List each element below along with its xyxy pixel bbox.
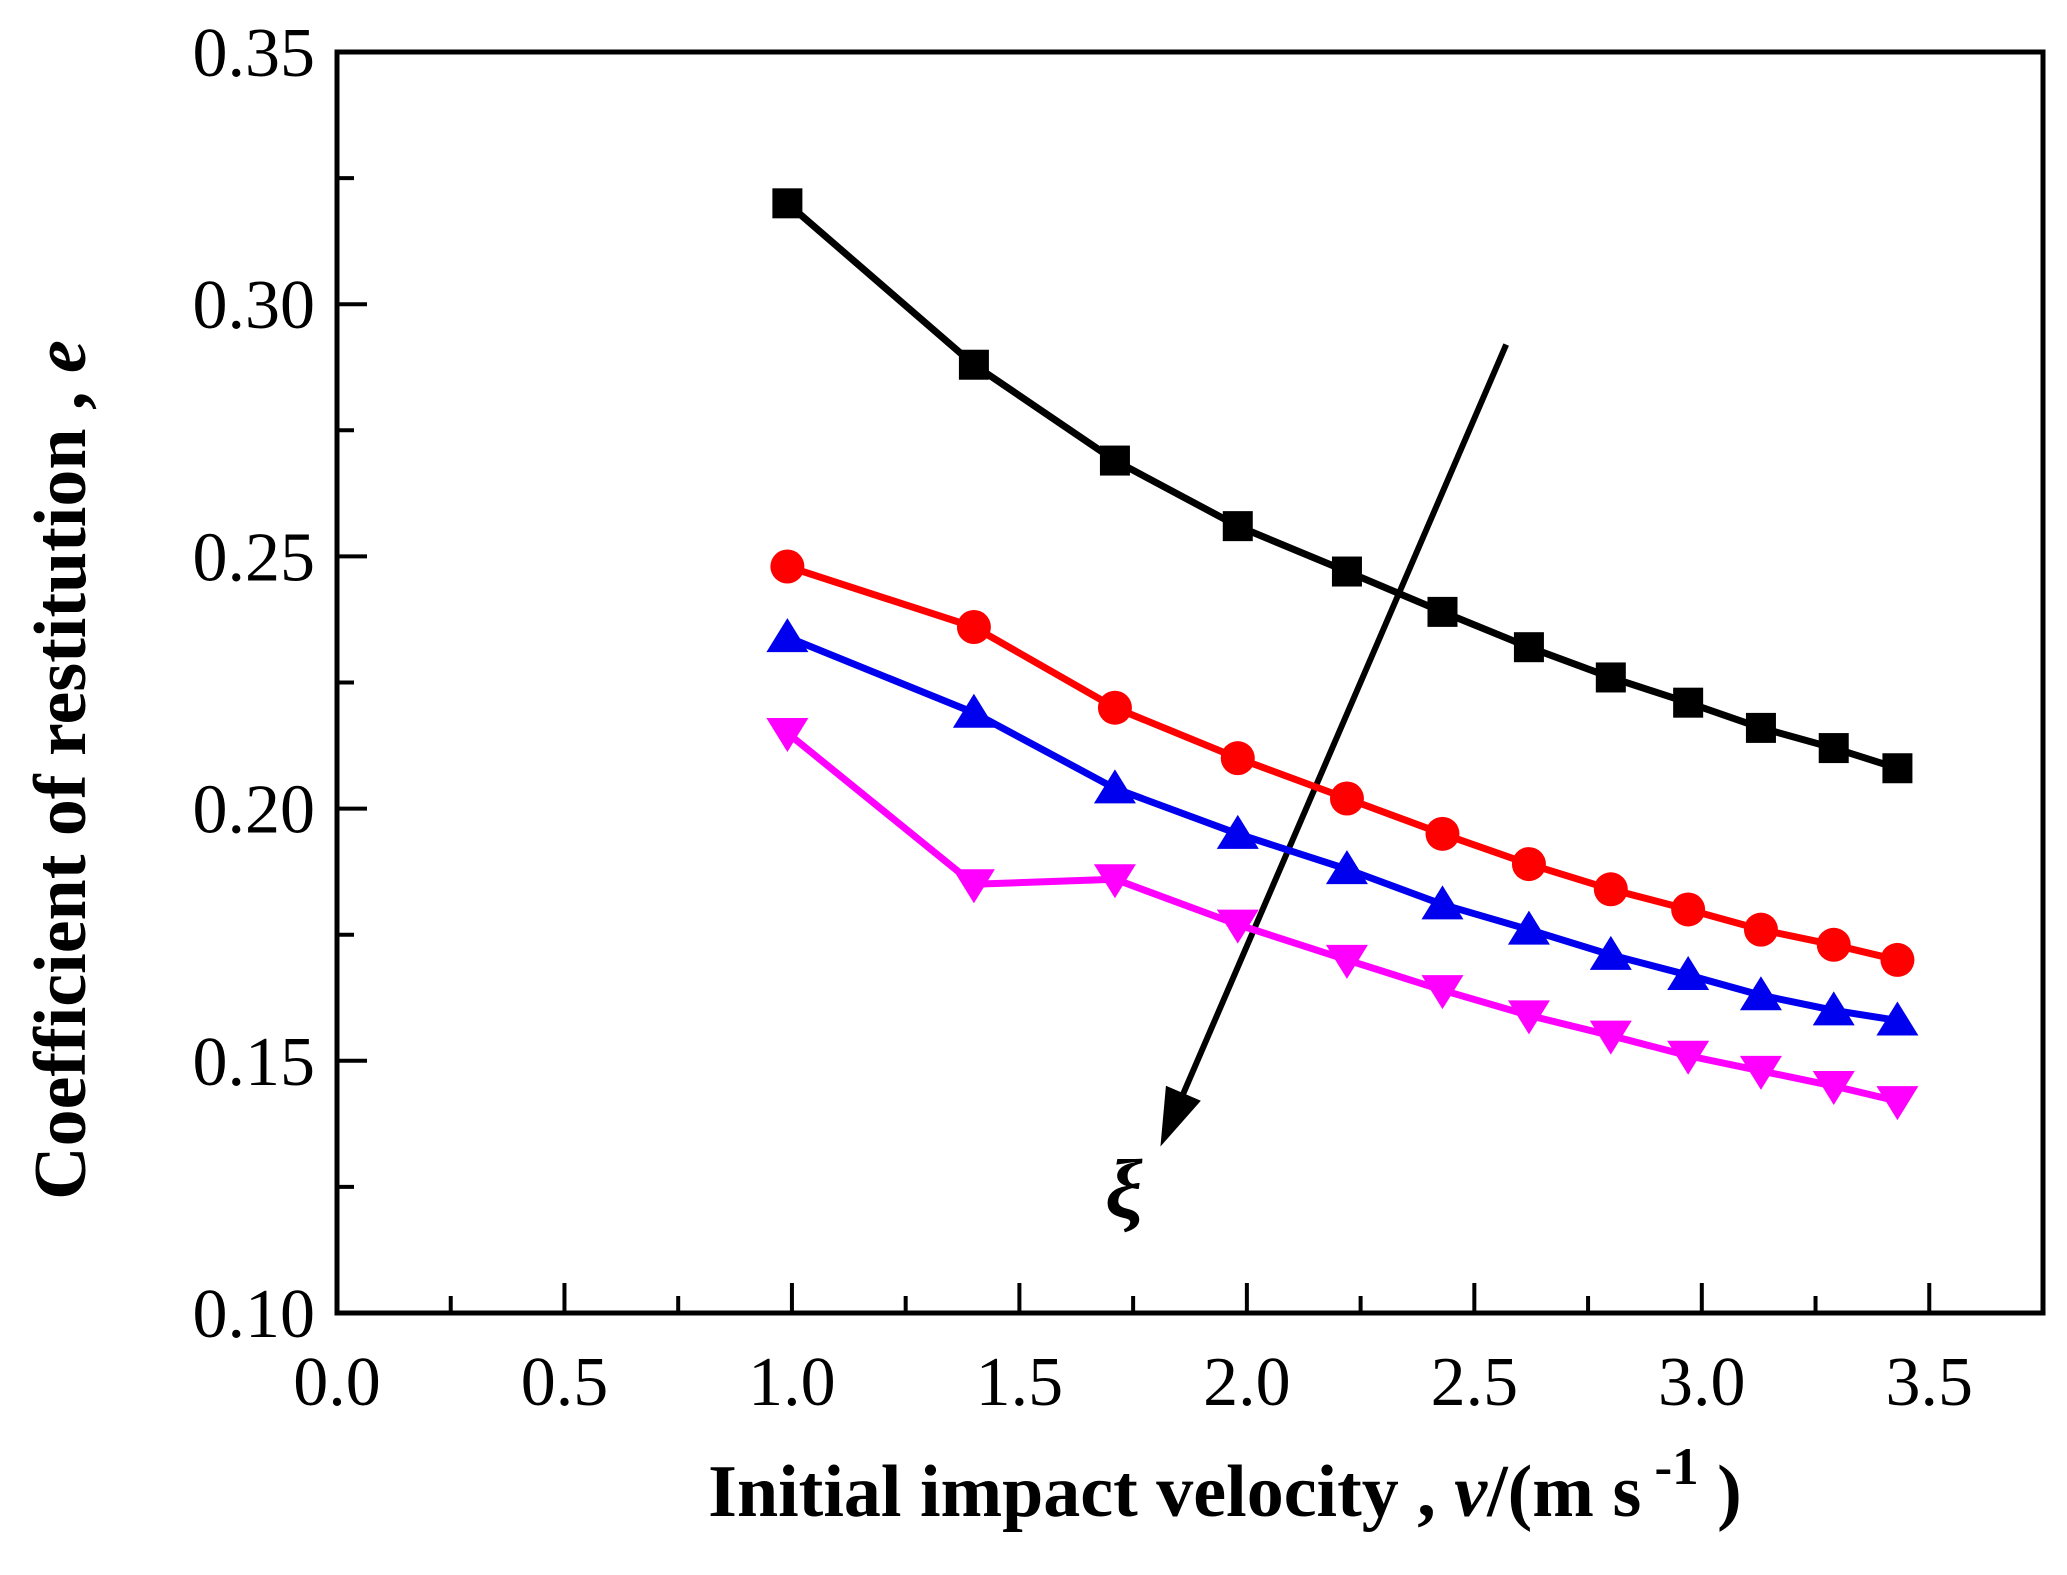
data-point-blue-triangles-up — [952, 693, 995, 728]
data-point-black-squares — [1099, 445, 1130, 476]
x-tick-label: 0.5 — [521, 1344, 609, 1421]
x-axis-title-part: /(m s — [1486, 1451, 1641, 1533]
x-axis-title-part: Initial impact velocity , — [708, 1451, 1454, 1533]
x-tick-label: 2.5 — [1431, 1344, 1519, 1421]
data-point-magenta-triangles-down — [1421, 975, 1464, 1010]
x-tick-label: 3.0 — [1658, 1344, 1746, 1421]
plot-frame — [334, 49, 2046, 1316]
data-point-black-squares — [1595, 662, 1626, 693]
data-point-black-squares — [1513, 632, 1544, 663]
y-tick-label: 0.35 — [193, 15, 316, 92]
data-point-magenta-triangles-down — [1812, 1071, 1855, 1106]
x-axis-title-part: v — [1454, 1451, 1488, 1533]
data-point-black-squares — [958, 349, 989, 380]
data-point-red-circles — [956, 610, 991, 645]
data-point-black-squares — [1818, 733, 1849, 764]
data-point-magenta-triangles-down — [1589, 1020, 1632, 1055]
data-point-magenta-triangles-down — [1739, 1055, 1782, 1090]
data-point-black-squares — [1882, 753, 1913, 784]
data-point-blue-triangles-up — [1739, 976, 1782, 1011]
series-line-black-squares — [785, 200, 1899, 772]
data-point-red-circles — [1220, 741, 1255, 776]
data-point-red-circles — [1097, 690, 1132, 725]
x-tick-label: 2.0 — [1203, 1344, 1291, 1421]
data-point-black-squares — [1745, 712, 1776, 743]
y-axis-title: Coefficient of restitution , e — [20, 340, 102, 1200]
data-point-magenta-triangles-down — [1876, 1086, 1919, 1121]
data-point-red-circles — [770, 549, 805, 584]
data-point-red-circles — [1880, 942, 1915, 977]
data-point-black-squares — [1331, 556, 1362, 587]
data-point-blue-triangles-up — [1421, 885, 1464, 920]
data-point-red-circles — [1671, 892, 1706, 927]
data-point-magenta-triangles-down — [1507, 1000, 1550, 1035]
data-point-blue-triangles-up — [766, 618, 809, 653]
y-tick-label: 0.30 — [193, 267, 316, 344]
x-axis-title: Initial impact velocity , v/(m s -1 ) — [708, 1438, 1742, 1533]
x-tick-label: 3.5 — [1886, 1344, 1974, 1421]
data-point-black-squares — [1673, 687, 1704, 718]
x-tick-label: 1.5 — [976, 1344, 1064, 1421]
y-axis-title-part: e — [20, 340, 102, 373]
series-line-magenta-triangles-down — [785, 730, 1899, 1105]
x-axis-title-part: -1 — [1641, 1438, 1698, 1496]
data-point-blue-triangles-up — [1507, 910, 1550, 945]
data-point-black-squares — [1222, 511, 1253, 542]
data-point-red-circles — [1593, 872, 1628, 907]
y-tick-label: 0.25 — [193, 519, 316, 596]
xi-arrowhead — [1160, 1085, 1201, 1147]
xi-label: ξ — [1105, 1143, 1143, 1236]
data-point-blue-triangles-up — [1325, 850, 1368, 885]
data-point-blue-triangles-up — [1093, 769, 1136, 804]
data-point-red-circles — [1425, 816, 1460, 851]
y-tick-label: 0.15 — [193, 1024, 316, 1101]
xi-arrow-line — [1177, 343, 1509, 1102]
data-point-black-squares — [772, 188, 803, 219]
data-point-magenta-triangles-down — [1325, 944, 1368, 979]
data-point-blue-triangles-up — [1667, 956, 1710, 991]
y-tick-label: 0.10 — [193, 1276, 316, 1353]
data-point-red-circles — [1743, 912, 1778, 947]
data-point-magenta-triangles-down — [1216, 909, 1259, 944]
data-point-blue-triangles-up — [1216, 814, 1259, 849]
series-line-red-circles — [786, 563, 1899, 964]
x-axis-title-part: ) — [1699, 1451, 1742, 1533]
x-tick-label: 0.0 — [293, 1344, 381, 1421]
data-point-magenta-triangles-down — [952, 869, 995, 904]
data-point-red-circles — [1816, 927, 1851, 962]
data-point-blue-triangles-up — [1812, 991, 1855, 1026]
data-point-magenta-triangles-down — [1667, 1040, 1710, 1075]
data-point-red-circles — [1329, 781, 1364, 816]
data-point-magenta-triangles-down — [1093, 864, 1136, 899]
data-point-black-squares — [1427, 596, 1458, 627]
data-point-blue-triangles-up — [1876, 1001, 1919, 1036]
data-point-blue-triangles-up — [1589, 935, 1632, 970]
data-point-magenta-triangles-down — [766, 717, 809, 752]
y-tick-label: 0.20 — [193, 772, 316, 849]
data-point-red-circles — [1511, 847, 1546, 882]
y-axis-title-part: Coefficient of restitution , — [20, 373, 102, 1200]
x-tick-label: 1.0 — [748, 1344, 836, 1421]
